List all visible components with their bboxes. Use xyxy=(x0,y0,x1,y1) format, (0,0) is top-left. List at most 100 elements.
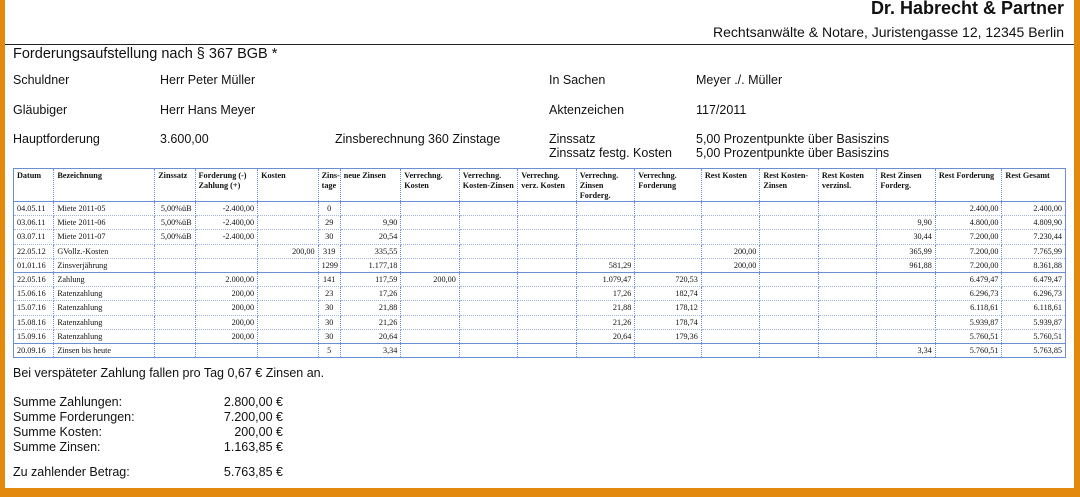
table-cell xyxy=(458,329,519,345)
table-cell xyxy=(517,329,577,345)
table-cell xyxy=(876,286,936,302)
table-cell: GVollz.-Kosten xyxy=(53,244,156,259)
table-cell: Miete 2011-06 xyxy=(53,215,156,231)
table-cell: Zinsverjährung xyxy=(53,258,156,274)
table-cell xyxy=(817,272,878,288)
hauptforderung-label: Hauptforderung xyxy=(13,132,100,146)
column-header: Datum xyxy=(12,168,55,202)
table-cell: 1299 xyxy=(317,258,341,274)
table-cell xyxy=(700,315,761,330)
table-row: 03.07.11 Miete 2011-07 5,00%üB -2.400,00 30 2… xyxy=(12,229,1066,245)
column-header: Verrechng. Kosten xyxy=(400,168,460,202)
table-cell: 178,74 xyxy=(634,315,702,330)
table-cell xyxy=(700,229,761,245)
table-cell xyxy=(257,343,319,359)
table-row: 22.05.16 Zahlung 2.000,00 141 117,59 200,00 1.… xyxy=(12,272,1066,288)
table-cell xyxy=(400,258,460,274)
table-cell: 3,34 xyxy=(339,343,402,359)
table-row: 04.05.11 Miete 2011-05 5,00%üB -2.400,00 0 2.… xyxy=(12,201,1066,217)
table-cell: 01.01.16 xyxy=(12,258,55,274)
table-cell: 2.400,00 xyxy=(1001,201,1066,217)
table-cell: 20,64 xyxy=(575,329,636,345)
table-cell: 8.361,88 xyxy=(1001,258,1066,274)
table-cell: 7.230,44 xyxy=(1001,229,1066,245)
table-cell: 21,26 xyxy=(575,315,636,330)
table-cell xyxy=(257,258,319,274)
table-cell xyxy=(194,343,259,359)
table-cell xyxy=(575,229,636,245)
table-cell: 182,74 xyxy=(634,286,702,302)
table-cell xyxy=(154,300,196,316)
table-cell: 30 xyxy=(317,315,341,330)
column-header: Zinssatz xyxy=(154,168,196,202)
table-cell xyxy=(257,215,319,231)
table-cell xyxy=(876,329,936,345)
column-header: Verrechng. Kosten-Zinsen xyxy=(458,168,519,202)
table-cell xyxy=(634,229,702,245)
summary-label: Summe Zahlungen: xyxy=(13,395,123,409)
table-cell xyxy=(759,300,819,316)
table-cell: 30 xyxy=(317,229,341,245)
table-cell xyxy=(154,286,196,302)
table-cell xyxy=(517,272,577,288)
column-header: Rest Zinsen Forderg. xyxy=(876,168,936,202)
zinssatz-value: 5,00 Prozentpunkte über Basiszins xyxy=(696,132,890,146)
table-cell: 1.177,18 xyxy=(339,258,402,274)
table-cell xyxy=(257,329,319,345)
table-cell xyxy=(517,315,577,330)
table-cell: 365,99 xyxy=(876,244,936,259)
table-cell: 5,00%üB xyxy=(154,215,196,231)
table-cell: Miete 2011-05 xyxy=(53,201,156,217)
table-cell xyxy=(817,329,878,345)
table-cell: 961,88 xyxy=(876,258,936,274)
hauptforderung-value: 3.600,00 xyxy=(160,132,209,146)
table-cell xyxy=(400,215,460,231)
summary-label: Summe Kosten: xyxy=(13,425,102,439)
table-cell xyxy=(257,229,319,245)
table-cell xyxy=(575,201,636,217)
table-cell: 5.939,87 xyxy=(1001,315,1066,330)
table-cell: 22.05.12 xyxy=(12,244,55,259)
table-cell xyxy=(876,272,936,288)
late-payment-note: Bei verspäteter Zahlung fallen pro Tag 0… xyxy=(13,366,325,380)
table-cell xyxy=(458,300,519,316)
table-cell: 7.200,00 xyxy=(934,244,1003,259)
zinsberechnung-value: 360 Zinstage xyxy=(428,132,501,146)
table-cell: 200,00 xyxy=(257,244,319,259)
table-cell: 7.200,00 xyxy=(934,258,1003,274)
table-cell: 319 xyxy=(317,244,341,259)
table-header-row: Datum Bezeichnung Zinssatz Forderung (-) Za… xyxy=(12,168,1066,202)
table-cell xyxy=(634,258,702,274)
table-cell: 0 xyxy=(317,201,341,217)
table-cell xyxy=(194,244,259,259)
table-cell: 4.800,00 xyxy=(934,215,1003,231)
table-cell: 30 xyxy=(317,329,341,345)
table-cell: Ratenzahlung xyxy=(53,286,156,302)
table-cell: 3,34 xyxy=(876,343,936,359)
insachen-label: In Sachen xyxy=(549,73,606,87)
table-cell xyxy=(400,343,460,359)
table-cell xyxy=(759,272,819,288)
document-page: Dr. Habrecht & Partner Rechtsanwälte & N… xyxy=(5,0,1074,488)
table-cell: 2.400,00 xyxy=(934,201,1003,217)
table-cell xyxy=(517,300,577,316)
summary-block: Summe Zahlungen: 2.800,00 € Summe Forder… xyxy=(13,395,283,480)
table-cell: 5.760,51 xyxy=(1001,329,1066,345)
column-header: Rest Kosten-Zinsen xyxy=(759,168,819,202)
zinssatz-label: Zinssatz xyxy=(549,132,596,146)
table-cell: 04.05.11 xyxy=(12,201,55,217)
column-header: Zins-tage xyxy=(317,168,341,202)
column-header: Verrechng. Forderung xyxy=(634,168,702,202)
table-cell xyxy=(817,258,878,274)
table-cell: 335,55 xyxy=(339,244,402,259)
header-divider xyxy=(5,44,1074,45)
column-header: Verrechng. Zinsen Forderg. xyxy=(575,168,636,202)
table-cell: -2.400,00 xyxy=(194,215,259,231)
table-cell: 6.118,61 xyxy=(1001,300,1066,316)
table-cell xyxy=(458,258,519,274)
table-cell xyxy=(517,286,577,302)
table-cell xyxy=(817,229,878,245)
table-cell: 200,00 xyxy=(700,258,761,274)
table-cell: 5 xyxy=(317,343,341,359)
table-cell: 20,54 xyxy=(339,229,402,245)
